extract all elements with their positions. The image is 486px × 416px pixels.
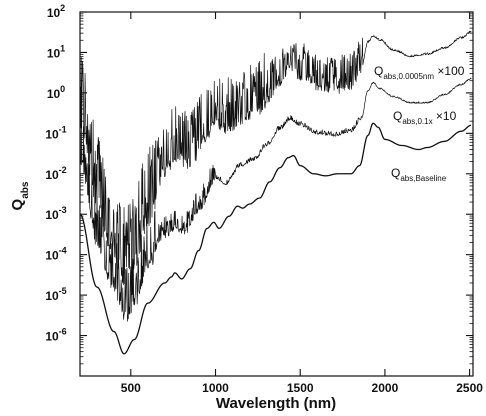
- y-tick-label-exponent: -6: [59, 327, 67, 337]
- y-tick-label-exponent: 1: [60, 43, 65, 53]
- y-tick-label: 10-5: [45, 286, 66, 303]
- y-tick-label-base: 10: [45, 330, 59, 344]
- series-annotation-2: Qabs,0.0005nm ×100: [374, 64, 465, 81]
- series-line-2: [79, 30, 472, 286]
- y-tick-label-exponent: -1: [59, 124, 67, 134]
- y-tick-label-exponent: 2: [60, 3, 65, 13]
- annotation-main: Q: [393, 109, 402, 123]
- annotation-sub: abs,0.0005nm: [383, 72, 434, 81]
- x-tick-label: 1000: [202, 381, 229, 395]
- y-tick-label-base: 10: [45, 127, 59, 141]
- y-tick-label: 10-3: [45, 205, 66, 222]
- y-tick-label-base: 10: [45, 208, 59, 222]
- x-tick-label: 500: [121, 381, 141, 395]
- y-tick-label-exponent: -4: [59, 246, 67, 256]
- y-tick-label-exponent: -2: [59, 165, 67, 175]
- tick-label-layer: 500 1000 1500 2000 250010-610-510-410-310-21…: [45, 3, 483, 395]
- annotation-main: Q: [374, 64, 383, 78]
- x-tick-label: 2500: [456, 381, 483, 395]
- y-tick-label: 100: [47, 84, 65, 101]
- y-tick-label-base: 10: [45, 168, 59, 182]
- y-tick-label-exponent: -3: [59, 205, 67, 215]
- x-tick-label: 1500: [287, 381, 314, 395]
- annotation-suffix: ×10: [433, 109, 457, 123]
- y-axis-title-main: Q: [9, 198, 26, 210]
- y-tick-label-exponent: 0: [60, 84, 65, 94]
- y-tick-label: 102: [47, 3, 65, 20]
- y-tick-label: 10-6: [45, 327, 66, 344]
- plot-frame: [79, 11, 474, 377]
- series-line-0: [79, 122, 472, 355]
- series-line-1: [79, 77, 472, 322]
- annotation-main: Q: [391, 166, 400, 180]
- y-axis-title: Qabs: [9, 181, 31, 210]
- y-tick-label: 10-2: [45, 165, 66, 182]
- y-tick-label: 10-1: [45, 124, 66, 141]
- y-tick-label: 10-4: [45, 246, 66, 263]
- x-axis-title: Wavelength (nm): [216, 395, 336, 412]
- annotation-sub: abs,0.1x: [402, 117, 432, 126]
- y-tick-label-exponent: -5: [59, 286, 67, 296]
- y-tick-label-base: 10: [45, 289, 59, 303]
- y-tick-label-base: 10: [47, 6, 61, 20]
- series-annotation-1: Qabs,0.1x ×10: [393, 109, 457, 126]
- y-tick-label-base: 10: [47, 87, 61, 101]
- y-tick-label-base: 10: [47, 46, 61, 60]
- y-axis-title-sub: abs: [20, 181, 31, 199]
- y-tick-label: 101: [47, 43, 65, 60]
- x-tick-label: 2000: [372, 381, 399, 395]
- series-layer: [79, 30, 472, 355]
- y-tick-label-base: 10: [45, 249, 59, 263]
- annotation-suffix: ×100: [434, 64, 465, 78]
- series-annotation-0: Qabs,Baseline: [391, 166, 447, 183]
- tick-layer: [80, 11, 473, 376]
- annotation-sub: abs,Baseline: [400, 174, 446, 183]
